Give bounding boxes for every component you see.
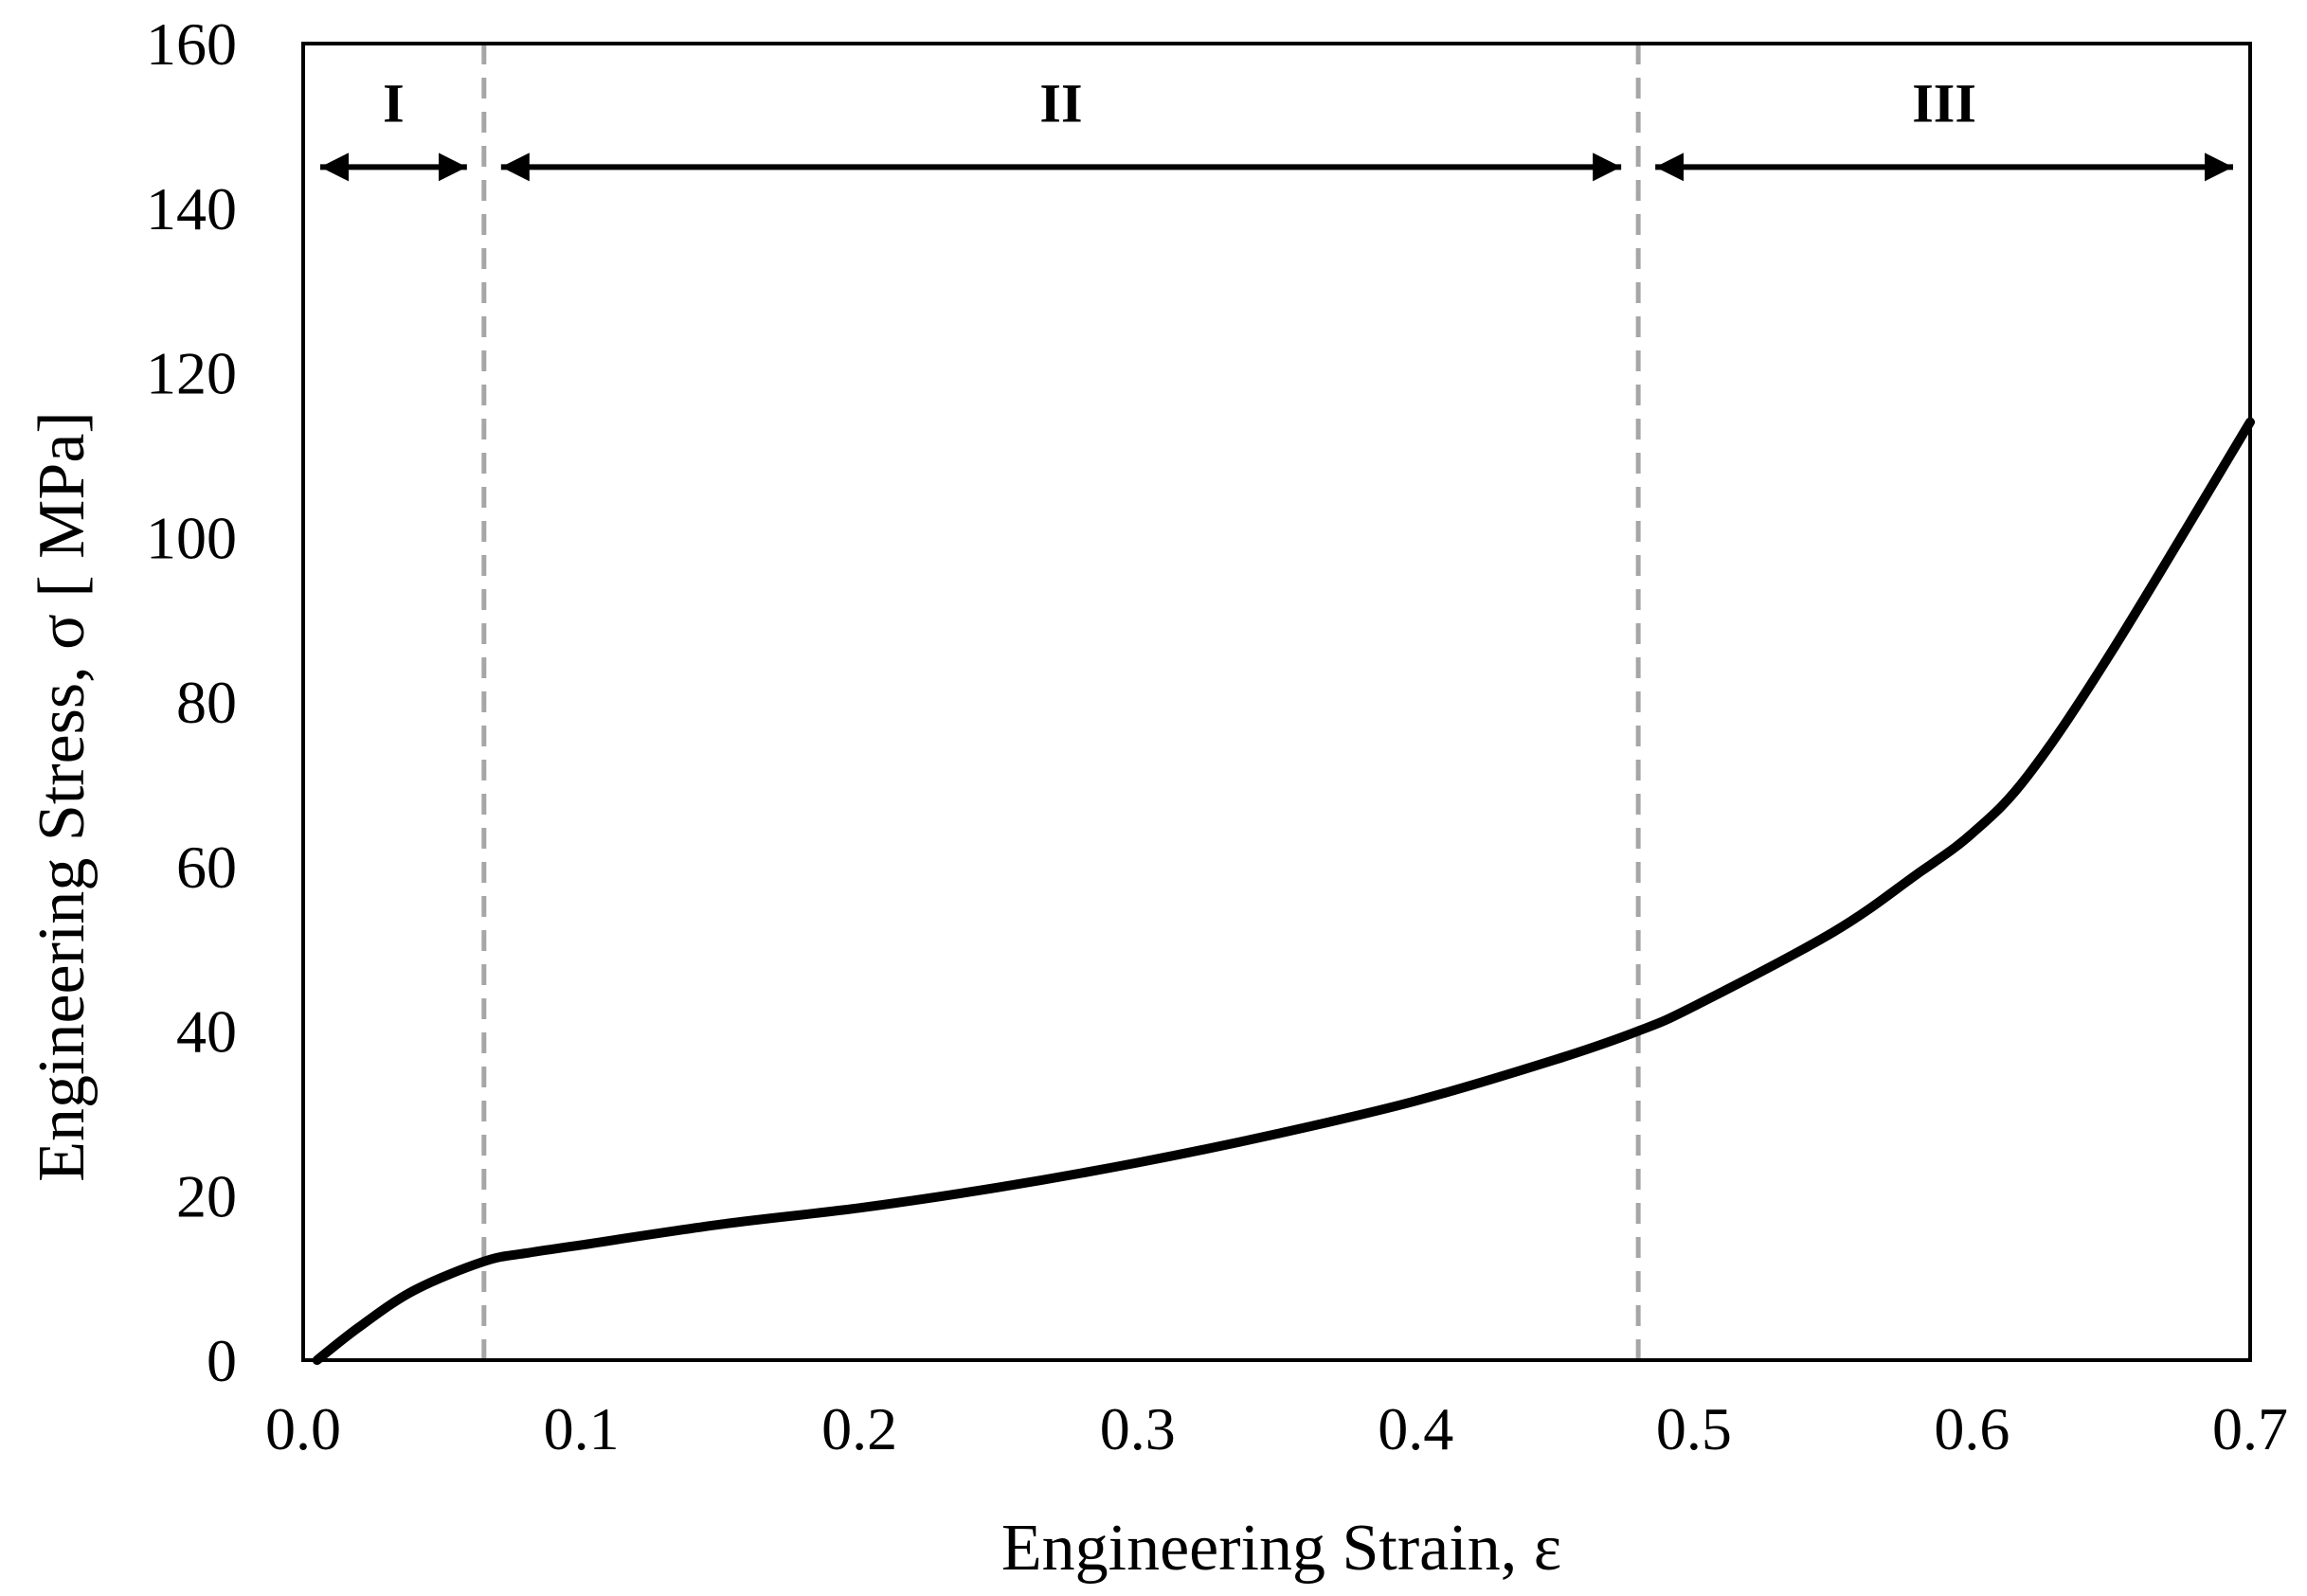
plot-frame [301, 42, 2252, 1362]
region-label-2: II [1039, 72, 1082, 134]
y-tick-label: 100 [146, 504, 237, 571]
x-tick-label: 0.2 [821, 1395, 897, 1462]
y-tick-label: 0 [207, 1327, 237, 1394]
y-tick-label: 20 [176, 1162, 237, 1229]
y-tick-label: 60 [176, 834, 237, 901]
y-axis-title: Engineering Stress, σ [ MPa] [26, 411, 99, 1181]
stress-strain-curve-1 [312, 417, 2255, 1365]
x-tick-label: 0.4 [1378, 1395, 1453, 1462]
x-tick-label: 0.1 [544, 1395, 620, 1462]
x-axis-title: Engineering Strain, ε [1001, 1512, 1561, 1585]
y-tick-label: 40 [176, 998, 237, 1066]
y-tick-label: 120 [146, 340, 237, 407]
x-tick-label: 0.6 [1934, 1395, 2010, 1462]
y-tick-label: 80 [176, 669, 237, 736]
y-tick-label: 140 [146, 175, 237, 242]
x-tick-label: 0.0 [265, 1395, 341, 1462]
x-tick-label: 0.7 [2212, 1395, 2288, 1462]
y-tick-label: 160 [146, 10, 237, 78]
region-label-1: I [383, 72, 405, 134]
region-label-3: III [1912, 72, 1976, 134]
x-tick-label: 0.5 [1656, 1395, 1732, 1462]
x-tick-label: 0.3 [1100, 1395, 1176, 1462]
